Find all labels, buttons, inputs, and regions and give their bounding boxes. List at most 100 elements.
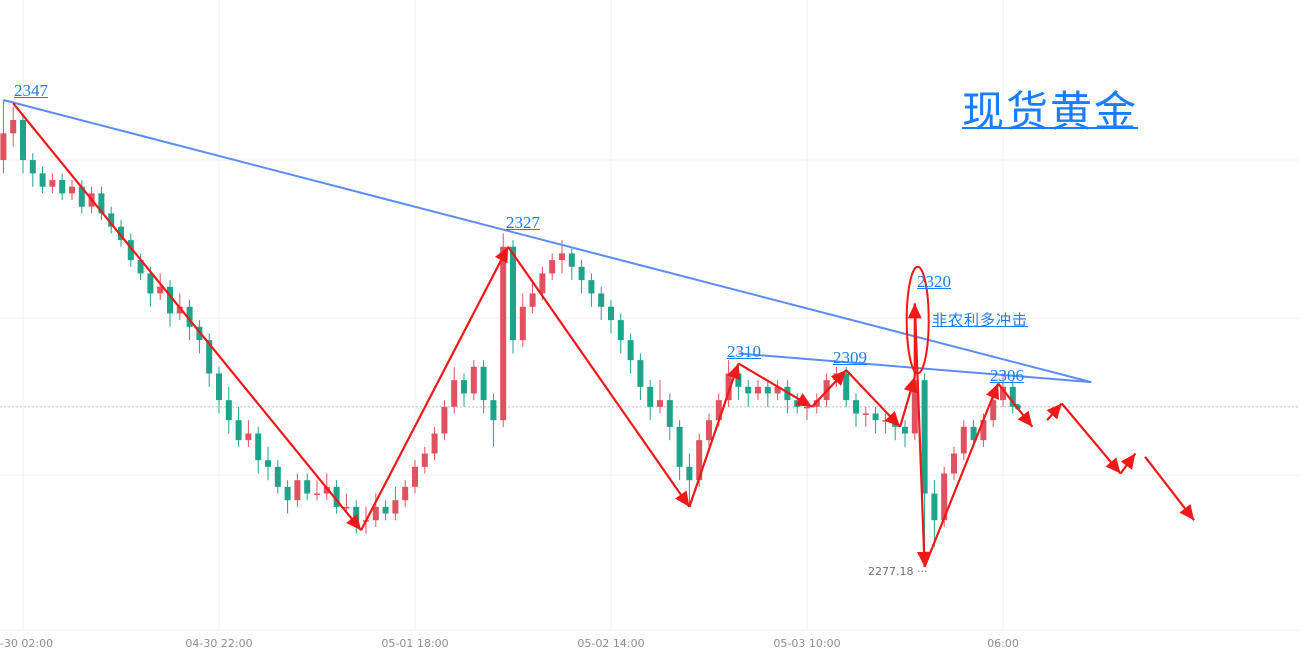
candle-body [167, 286, 173, 314]
grid [0, 0, 1300, 631]
candle-body [265, 460, 271, 467]
price-label-2310: 2310 [727, 342, 761, 361]
candle-body [676, 426, 683, 467]
candle-body [49, 180, 56, 187]
candle-body [725, 373, 732, 401]
candle-body [20, 120, 26, 161]
candle-body [617, 320, 624, 341]
arrow-head [903, 376, 918, 394]
candle-body [0, 133, 7, 161]
candle-body [29, 160, 36, 174]
arrow-line [913, 303, 926, 567]
candle-body [598, 293, 605, 307]
candle-body [666, 400, 673, 427]
candle-body [284, 486, 291, 501]
price-label-2320: 2320 [917, 272, 951, 291]
candle-body [941, 473, 948, 521]
candle-body [529, 293, 536, 307]
price-label-2327: 2327 [506, 213, 540, 232]
arrow-head [1046, 403, 1062, 420]
chart-title: 现货黄金 [962, 87, 1139, 136]
x-tick-label: 05-01 18:00 [381, 637, 448, 650]
candle-body [980, 420, 987, 441]
candle-body [853, 400, 859, 414]
candle-body [412, 466, 418, 487]
candles [0, 100, 1021, 566]
price-label-2309: 2309 [833, 348, 867, 367]
candle-body [657, 400, 663, 407]
candle-body [274, 466, 281, 487]
candle-body [539, 273, 546, 294]
arrow-head [346, 514, 362, 531]
candle-body [480, 366, 487, 401]
candle-body [431, 433, 438, 454]
arrow-head [675, 490, 690, 507]
candle-body [774, 386, 781, 394]
arrow-line [507, 246, 691, 508]
candle-body [608, 306, 614, 321]
candle-body [951, 453, 957, 474]
candle-body [813, 400, 820, 407]
arrow-head [795, 393, 812, 407]
candle-body [735, 373, 742, 387]
x-tick-label: 05-03 10:00 [773, 637, 840, 650]
candle-body [931, 493, 938, 521]
candle-body [911, 380, 918, 434]
candle-body [500, 246, 507, 421]
candle-body [402, 486, 409, 501]
arrow-head [494, 246, 509, 264]
candle-body [637, 360, 644, 387]
candle-body [372, 506, 379, 521]
candle-body [176, 306, 183, 314]
price-label-2306: 2306 [990, 366, 1024, 385]
x-tick-label: 04-30 22:00 [185, 637, 252, 650]
candle-body [970, 426, 977, 441]
trendline [3, 99, 1092, 384]
candle-body [921, 380, 928, 494]
arrow-line [688, 363, 740, 508]
candle-body [127, 240, 134, 261]
candle-body [10, 120, 17, 134]
candle-body [549, 260, 556, 274]
candle-body [421, 453, 428, 467]
candle-body [98, 193, 105, 214]
candle-body [323, 486, 330, 494]
candle-body [216, 373, 222, 401]
candle-body [353, 506, 360, 521]
low-price-marker: 2277.18 ··· [868, 565, 928, 578]
arrow-line [923, 383, 1000, 568]
arrow-head [884, 411, 901, 427]
candle-body [470, 366, 477, 394]
candle-body [461, 380, 467, 394]
candle-body [696, 440, 703, 481]
candle-body [843, 373, 850, 401]
candle-body [588, 280, 595, 294]
highlight-ellipse [905, 265, 930, 375]
candle-body [59, 180, 66, 194]
price-label-2347: 2347 [14, 81, 48, 100]
candle-body [225, 400, 232, 421]
candle-body [78, 186, 85, 207]
candle-body [568, 253, 575, 267]
arrow-head [1105, 457, 1121, 474]
candle-body [451, 380, 458, 407]
candle-body [147, 273, 154, 294]
arrow-line [1060, 402, 1122, 475]
candle-body [627, 340, 634, 361]
candle-body [578, 266, 585, 281]
candle-body [186, 306, 193, 327]
candle-body [902, 426, 908, 434]
candle-body [755, 386, 761, 394]
arrow-line [360, 246, 510, 531]
candle-body [39, 173, 46, 187]
arrow-head [917, 551, 932, 567]
candle-body [490, 400, 497, 421]
arrow-head [1017, 410, 1033, 427]
candle-body [333, 486, 340, 507]
candle-body [686, 466, 693, 481]
candle-body [206, 340, 213, 374]
candle-body [862, 413, 869, 415]
candle-body [69, 186, 75, 194]
candle-body [990, 400, 997, 421]
